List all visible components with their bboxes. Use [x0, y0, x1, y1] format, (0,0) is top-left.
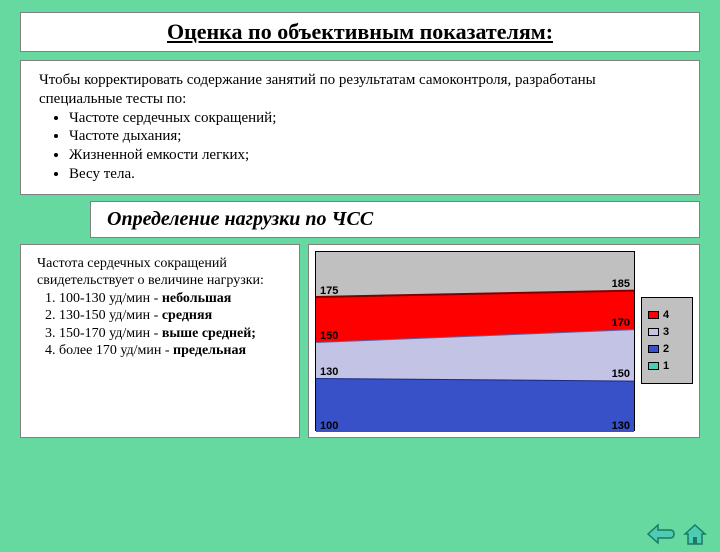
legend-swatch	[648, 362, 659, 370]
legend-swatch	[648, 328, 659, 336]
intro-bullet: Весу тела.	[69, 165, 679, 184]
legend-swatch	[648, 345, 659, 353]
back-arrow-icon[interactable]	[646, 522, 676, 546]
legend-item: 1	[648, 360, 686, 372]
legend-item: 3	[648, 326, 686, 338]
legend-label: 2	[663, 343, 669, 355]
list-item: более 170 уд/мин - предельная	[59, 342, 289, 360]
left-text-box: Частота сердечных сокращений свидетельст…	[20, 244, 300, 438]
legend-swatch	[648, 311, 659, 319]
y-tick-right: 185	[612, 278, 630, 290]
y-tick-right: 130	[612, 420, 630, 432]
legend-label: 4	[663, 309, 669, 321]
page-title: Оценка по объективным показателям:	[35, 19, 685, 45]
intro-bullet: Жизненной емкости легких;	[69, 146, 679, 165]
left-lead: Частота сердечных сокращений свидетельст…	[37, 255, 289, 290]
list-item: 150-170 уд/мин - выше средней;	[59, 325, 289, 343]
list-item: 130-150 уд/мин - средняя	[59, 307, 289, 325]
legend-item: 4	[648, 309, 686, 321]
y-tick-left: 130	[320, 366, 338, 378]
y-tick-right: 150	[612, 368, 630, 380]
subtitle-box: Определение нагрузки по ЧСС	[90, 201, 700, 238]
y-tick-left: 100	[320, 420, 338, 432]
chart-area: 175 150 130 100 185 170 150 130	[315, 251, 635, 431]
y-tick-left: 150	[320, 330, 338, 342]
intro-lead: Чтобы корректировать содержание занятий …	[39, 71, 679, 109]
chart-box: 175 150 130 100 185 170 150 130 4 3 2 1	[308, 244, 700, 438]
chart-legend: 4 3 2 1	[641, 297, 693, 384]
y-tick-right: 170	[612, 317, 630, 329]
legend-label: 3	[663, 326, 669, 338]
left-list: 100-130 уд/мин - небольшая 130-150 уд/ми…	[37, 290, 289, 360]
intro-box: Чтобы корректировать содержание занятий …	[20, 60, 700, 195]
subtitle: Определение нагрузки по ЧСС	[107, 208, 373, 230]
home-icon[interactable]	[682, 522, 708, 546]
title-box: Оценка по объективным показателям:	[20, 12, 700, 52]
intro-bullet: Частоте сердечных сокращений;	[69, 109, 679, 128]
legend-label: 1	[663, 360, 669, 372]
y-tick-left: 175	[320, 285, 338, 297]
list-item: 100-130 уд/мин - небольшая	[59, 290, 289, 308]
intro-bullet: Частоте дыхания;	[69, 127, 679, 146]
nav-icons	[646, 522, 708, 546]
intro-bullets: Частоте сердечных сокращений; Частоте ды…	[39, 109, 679, 184]
legend-item: 2	[648, 343, 686, 355]
